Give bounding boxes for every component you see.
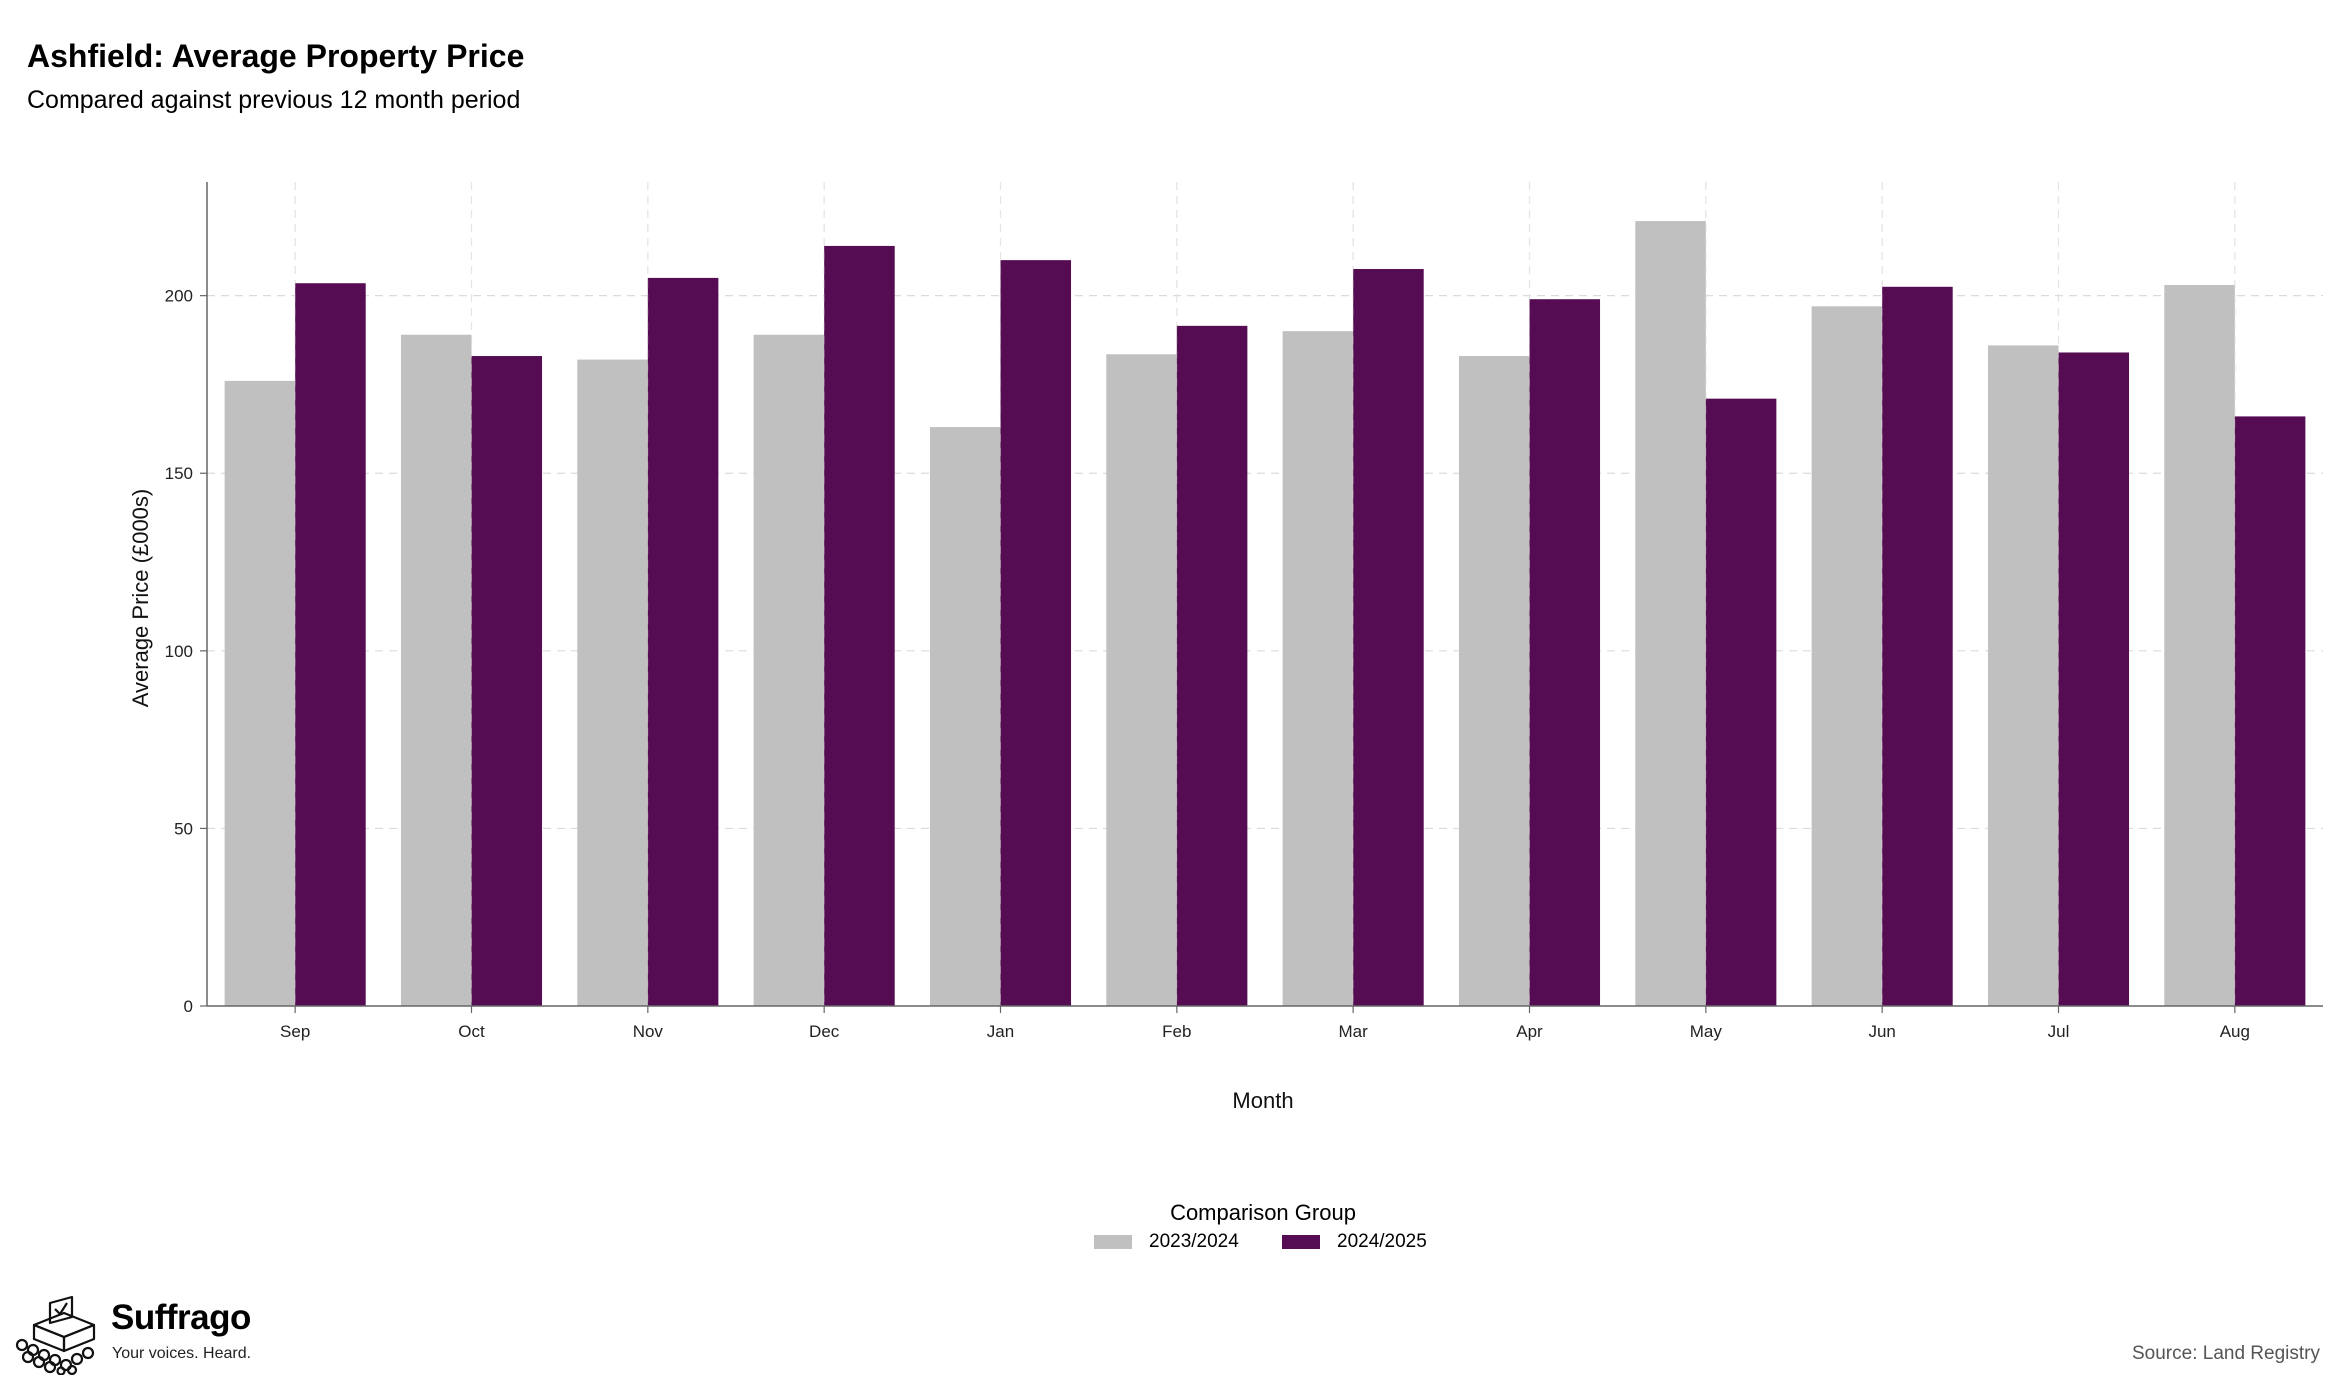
bar-2023-2024-apr [1458,356,1530,1006]
legend-title: Comparison Group [1170,1200,1356,1225]
ballot-box-crowd-icon [15,1295,96,1375]
bar-2023-2024-oct [400,334,472,1007]
source-note: Source: Land Registry [2132,1343,2320,1364]
x-tick-label: Oct [458,1022,485,1041]
chart-title: Ashfield: Average Property Price [27,38,525,74]
x-tick-label: Feb [1162,1022,1191,1041]
brand-tagline: Your voices. Heard. [112,1345,252,1362]
bar-2024-2025-jul [2058,352,2130,1006]
x-tick-label: Aug [2220,1022,2250,1041]
legend-item-2024-2025: 2024/2025 [1282,1231,1427,1253]
bar-2023-2024-jul [1987,345,2059,1007]
bar-2023-2024-dec [753,334,825,1007]
bar-2023-2024-jan [929,427,1001,1006]
legend-swatch-2024-2025 [1282,1235,1320,1249]
x-tick-label: Dec [809,1022,840,1041]
bar-2024-2025-dec [824,245,895,1006]
y-tick-label: 50 [174,819,193,838]
y-axis-title: Average Price (£000s) [128,489,153,708]
x-tick-label: Jan [987,1022,1014,1041]
bar-chart: 0 50 100 150 200 Sep Oct Nov Dec Jan Feb Mar Apr May J… [128,182,2323,1113]
bar-2024-2025-jun [1882,286,1953,1006]
y-tick-label: 0 [184,997,193,1016]
bar-2024-2025-oct [471,356,543,1006]
x-tick-label: Jun [1868,1022,1895,1041]
bar-2024-2025-apr [1529,299,1601,1006]
legend-label-2023-2024: 2023/2024 [1149,1231,1239,1252]
y-tick-label: 100 [165,642,193,661]
x-tick-label: Sep [280,1022,310,1041]
bar-2023-2024-feb [1106,354,1177,1006]
x-axis-title: Month [1232,1088,1293,1113]
bar-2024-2025-feb [1176,325,1248,1006]
bar-2023-2024-may [1635,221,1706,1006]
x-tick-label: Mar [1339,1022,1369,1041]
y-tick-label: 200 [165,287,193,306]
bar-2024-2025-jan [1000,260,1072,1006]
x-tick-label: May [1690,1022,1723,1041]
x-tick-label: Apr [1516,1022,1543,1041]
bar-2024-2025-aug [2234,416,2306,1006]
bar-2024-2025-sep [295,283,366,1007]
x-tick-label: Nov [633,1022,664,1041]
axes: 0 50 100 150 200 Sep Oct Nov Dec Jan Feb Mar Apr May J… [165,182,2323,1041]
bars [224,182,2306,1007]
x-tick-label: Jul [2048,1022,2070,1041]
bar-2024-2025-may [1705,398,1777,1007]
bar-2024-2025-nov [647,277,719,1006]
bar-2023-2024-nov [577,359,648,1007]
bar-2023-2024-aug [2164,285,2235,1006]
bar-2023-2024-sep [224,380,296,1006]
bar-2023-2024-jun [1811,306,1883,1007]
legend-item-2023-2024: 2023/2024 [1094,1231,1239,1253]
legend-label-2024-2025: 2024/2025 [1337,1231,1427,1252]
bar-2024-2025-mar [1353,269,1424,1007]
chart-subtitle: Compared against previous 12 month perio… [27,86,521,114]
y-tick-label: 150 [165,464,193,483]
brand-name: Suffrago [111,1298,251,1337]
legend-swatch-2023-2024 [1094,1235,1132,1249]
bar-2023-2024-mar [1282,331,1354,1006]
